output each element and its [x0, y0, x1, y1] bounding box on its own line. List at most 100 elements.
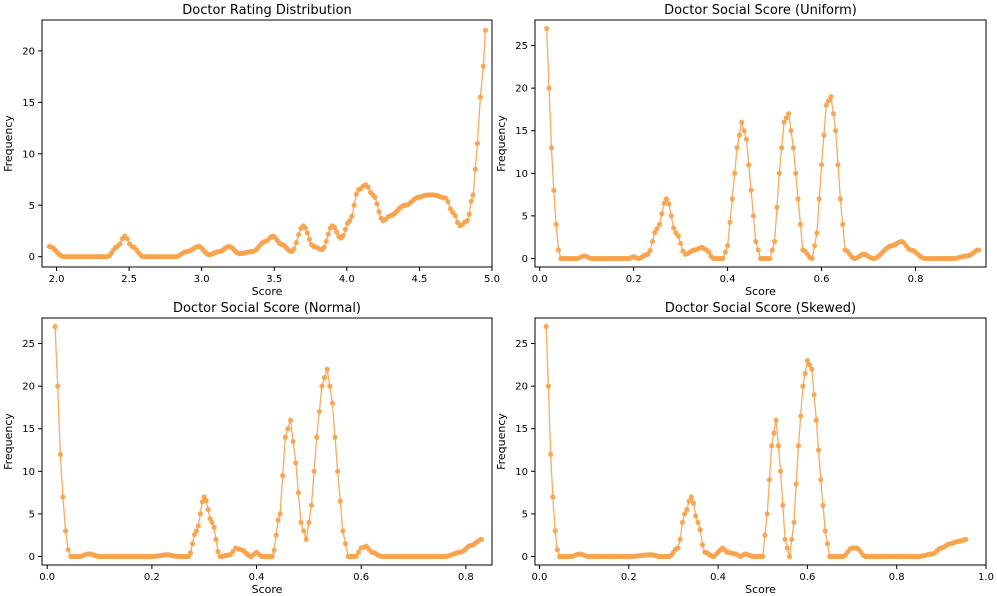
data-point	[823, 102, 829, 108]
data-point	[301, 528, 307, 534]
data-point	[659, 211, 665, 217]
data-point	[746, 162, 752, 168]
data-point	[654, 226, 660, 232]
data-point	[314, 434, 320, 440]
data-point	[347, 218, 353, 224]
x-tick-label: 5.0	[484, 274, 500, 285]
data-point	[546, 85, 552, 91]
data-point	[205, 507, 211, 513]
data-point	[729, 196, 735, 202]
data-point	[275, 517, 281, 523]
data-point	[552, 528, 558, 534]
y-tick-label: 15	[22, 424, 35, 435]
data-point	[193, 528, 199, 534]
data-point	[699, 542, 706, 548]
data-point	[793, 170, 799, 176]
data-point	[722, 249, 728, 255]
data-point	[553, 221, 559, 228]
x-axis-label: Score	[745, 583, 776, 596]
data-point	[764, 511, 770, 517]
data-point	[372, 194, 378, 201]
data-point	[57, 451, 63, 457]
data-point	[480, 63, 486, 69]
data-point	[349, 213, 355, 219]
chart-title: Doctor Social Score (Uniform)	[664, 3, 857, 18]
data-point	[779, 145, 785, 151]
data-point	[748, 187, 754, 193]
data-point	[285, 426, 291, 432]
data-point	[677, 536, 683, 543]
data-point	[189, 541, 196, 547]
data-point	[663, 196, 670, 202]
subplot-3: Doctor Social Score (Skewed) 0.0 0.2 0.4 0.6…	[495, 301, 994, 596]
data-point	[329, 400, 336, 406]
x-tick-label: 2.0	[49, 274, 65, 285]
data-point	[784, 545, 790, 551]
data-point	[544, 25, 550, 32]
data-point	[355, 549, 362, 555]
data-point	[342, 226, 348, 233]
x-tick-label: 4.0	[339, 274, 355, 285]
data-point	[55, 383, 61, 389]
x-tick-label: 0.6	[814, 274, 830, 285]
x-tick-label: 3.5	[266, 274, 282, 285]
data-point	[187, 550, 194, 556]
data-point	[203, 498, 209, 504]
data-point	[769, 443, 775, 449]
series-line	[49, 30, 487, 258]
data-point	[353, 553, 359, 560]
x-tick-label: 0.0	[39, 572, 55, 583]
data-point	[675, 233, 681, 239]
data-point	[760, 553, 766, 560]
data-point	[804, 357, 810, 364]
data-point	[298, 519, 304, 526]
data-point	[774, 204, 780, 210]
data-point	[60, 494, 66, 500]
data-point	[376, 209, 382, 215]
x-tick-label: 4.5	[411, 274, 427, 285]
x-tick-label: 0.6	[799, 572, 815, 583]
data-point	[331, 225, 338, 231]
x-tick-label: 0.4	[710, 572, 726, 583]
plot-frame	[41, 19, 493, 268]
chart-title: Doctor Rating Distribution	[182, 3, 352, 18]
data-point	[797, 221, 804, 228]
data-point	[327, 383, 333, 389]
data-point	[837, 196, 843, 202]
y-tick-label: 0	[29, 252, 35, 263]
data-point	[690, 500, 697, 506]
data-point	[470, 192, 476, 198]
data-point	[807, 362, 813, 368]
plot-frame	[41, 317, 493, 566]
y-tick-label: 20	[515, 84, 528, 95]
data-point	[743, 136, 750, 142]
data-point	[767, 255, 773, 262]
x-tick-label: 3.0	[194, 274, 210, 285]
data-point	[215, 548, 221, 555]
data-point	[340, 233, 346, 239]
y-tick-label: 0	[29, 552, 35, 563]
series-line	[545, 326, 967, 558]
y-tick-label: 25	[515, 339, 528, 350]
data-point	[816, 196, 822, 202]
data-point	[813, 417, 819, 423]
data-point	[773, 417, 779, 423]
data-point	[963, 536, 969, 543]
x-tick-label: 1.0	[978, 572, 994, 583]
data-point	[666, 201, 672, 207]
data-point	[818, 477, 824, 483]
data-point	[325, 231, 331, 237]
data-point	[780, 502, 786, 508]
y-tick-label: 0	[522, 254, 528, 265]
data-point	[273, 532, 279, 538]
data-point	[65, 547, 71, 553]
data-point	[833, 128, 839, 134]
data-point	[684, 507, 690, 513]
data-point	[308, 502, 315, 508]
data-point	[814, 230, 820, 236]
data-point	[795, 443, 802, 449]
data-point	[795, 196, 801, 202]
data-point	[647, 247, 653, 254]
y-tick-label: 10	[515, 467, 528, 478]
data-point	[271, 547, 277, 553]
